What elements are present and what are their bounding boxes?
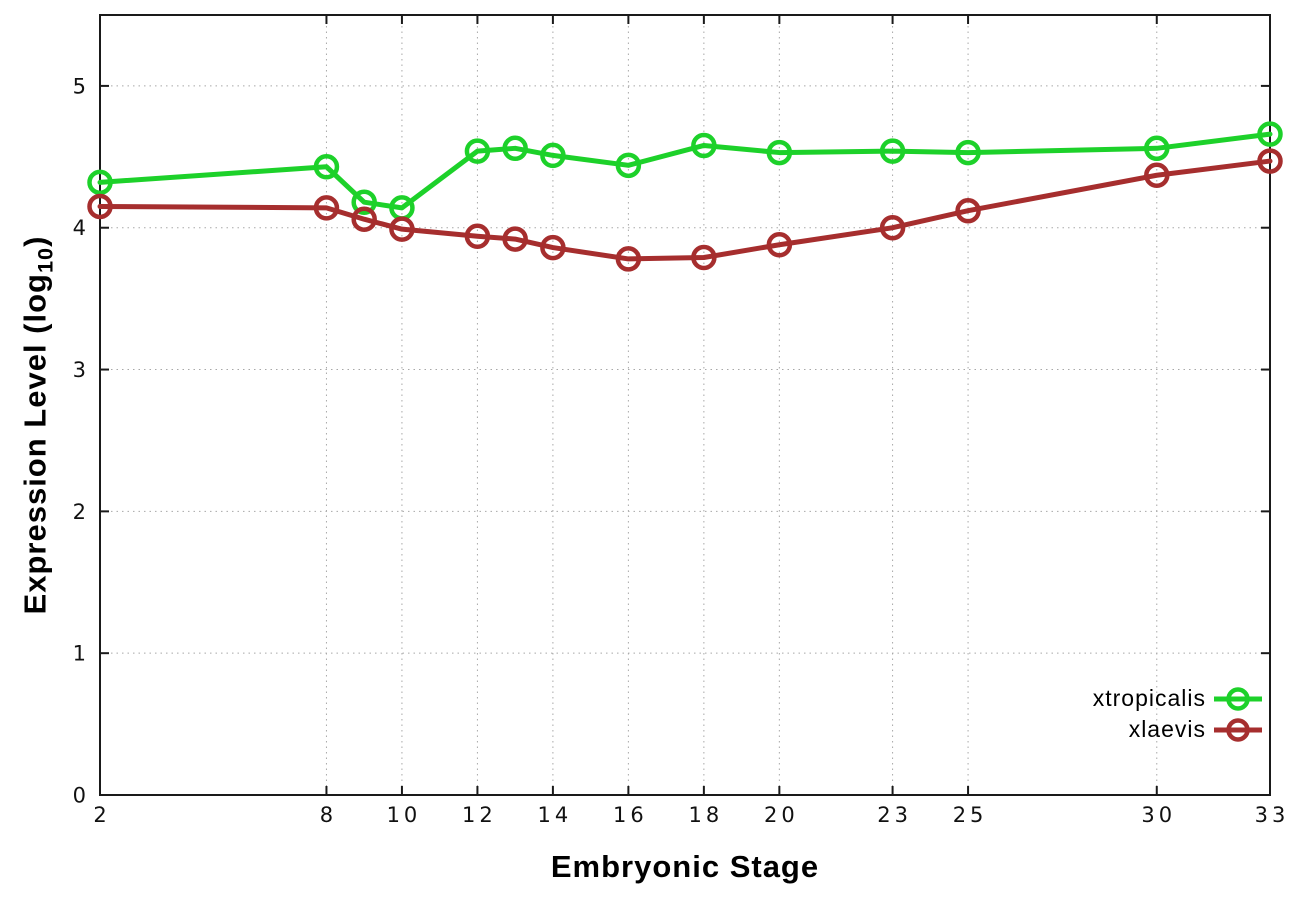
xlaevis-data-point bbox=[502, 226, 528, 252]
xtropicalis-data-point bbox=[502, 135, 528, 162]
y-tick-label: 1 bbox=[73, 642, 86, 666]
x-tick-label: 25 bbox=[953, 803, 988, 827]
gridlines bbox=[100, 15, 1270, 795]
x-axis-title: Embryonic Stage bbox=[550, 849, 820, 884]
y-axis-title: Expression Level (log10) bbox=[17, 236, 58, 615]
xtropicalis-data-point bbox=[1257, 121, 1283, 147]
xtropicalis-data-point bbox=[313, 153, 340, 180]
x-tick-label: 14 bbox=[538, 803, 573, 827]
xtropicalis-line bbox=[97, 131, 1273, 211]
plot-border bbox=[99, 14, 1271, 796]
x-tick-label: 33 bbox=[1255, 803, 1290, 827]
y-tick-label: 4 bbox=[73, 216, 86, 240]
x-tick-label: 30 bbox=[1141, 803, 1176, 827]
xlaevis-data-point bbox=[351, 206, 377, 232]
xlaevis-data-point bbox=[955, 197, 981, 224]
xlaevis-data-point bbox=[691, 244, 717, 271]
y-axis-title-close-paren: ) bbox=[17, 235, 53, 247]
xlaevis-data-point bbox=[615, 246, 642, 272]
xtropicalis-data-point bbox=[955, 139, 981, 166]
xlaevis-data-point bbox=[879, 214, 906, 241]
legend-row-xlaevis: xlaevis bbox=[1093, 715, 1262, 744]
legend-label-xtropicalis: xtropicalis bbox=[1092, 685, 1206, 711]
xlaevis-data-point bbox=[313, 195, 340, 221]
series-xtropicalis bbox=[87, 121, 1283, 221]
xtropicalis-data-point bbox=[615, 152, 642, 179]
xtropicalis-data-point bbox=[464, 138, 491, 164]
legend-label-xlaevis: xlaevis bbox=[1128, 716, 1206, 742]
legend-row-xtropicalis: xtropicalis bbox=[1093, 684, 1262, 713]
tick-marks bbox=[99, 15, 1271, 796]
xtropicalis-data-point bbox=[1144, 135, 1170, 162]
xtropicalis-data-point bbox=[691, 132, 717, 159]
y-tick-label: 3 bbox=[73, 358, 86, 382]
x-tick-label: 18 bbox=[689, 803, 724, 827]
xlaevis-line bbox=[97, 158, 1273, 262]
x-tick-label: 10 bbox=[387, 803, 422, 827]
xtropicalis-line-marker-icon bbox=[1214, 686, 1262, 711]
xlaevis-line-marker-icon bbox=[1214, 717, 1262, 742]
x-tick-labels: 2 8 10 12 14 16 18 20 23 25 30 33 bbox=[93, 803, 1290, 827]
xlaevis-data-point bbox=[87, 193, 113, 220]
xtropicalis-data-point bbox=[766, 139, 793, 166]
xlaevis-data-point bbox=[1257, 148, 1283, 174]
legend: xtropicalis xlaevis bbox=[1093, 684, 1262, 744]
xtropicalis-data-point bbox=[87, 169, 113, 196]
xlaevis-data-point bbox=[464, 223, 491, 249]
xlaevis-data-point bbox=[389, 216, 415, 242]
x-tick-label: 23 bbox=[877, 803, 912, 827]
y-tick-labels: 0 1 2 3 4 5 bbox=[73, 74, 86, 807]
y-tick-label: 5 bbox=[73, 74, 86, 98]
xtropicalis-data-point bbox=[540, 142, 566, 169]
xtropicalis-data-point bbox=[879, 138, 906, 164]
y-axis-title-subscript: 10 bbox=[32, 246, 58, 274]
x-tick-label: 16 bbox=[613, 803, 648, 827]
x-tick-label: 2 bbox=[93, 803, 110, 827]
xtropicalis-data-point bbox=[351, 189, 377, 215]
xlaevis-data-point bbox=[1144, 162, 1170, 189]
y-tick-label: 0 bbox=[73, 784, 86, 808]
x-tick-label: 20 bbox=[764, 803, 799, 827]
xlaevis-data-point bbox=[766, 231, 793, 258]
x-tick-label: 8 bbox=[320, 803, 337, 827]
xlaevis-data-point bbox=[540, 234, 566, 261]
x-tick-label: 12 bbox=[462, 803, 497, 827]
y-axis-title-text: Expression Level (log bbox=[17, 273, 53, 615]
series-xlaevis bbox=[87, 148, 1283, 272]
y-tick-label: 2 bbox=[73, 500, 86, 524]
